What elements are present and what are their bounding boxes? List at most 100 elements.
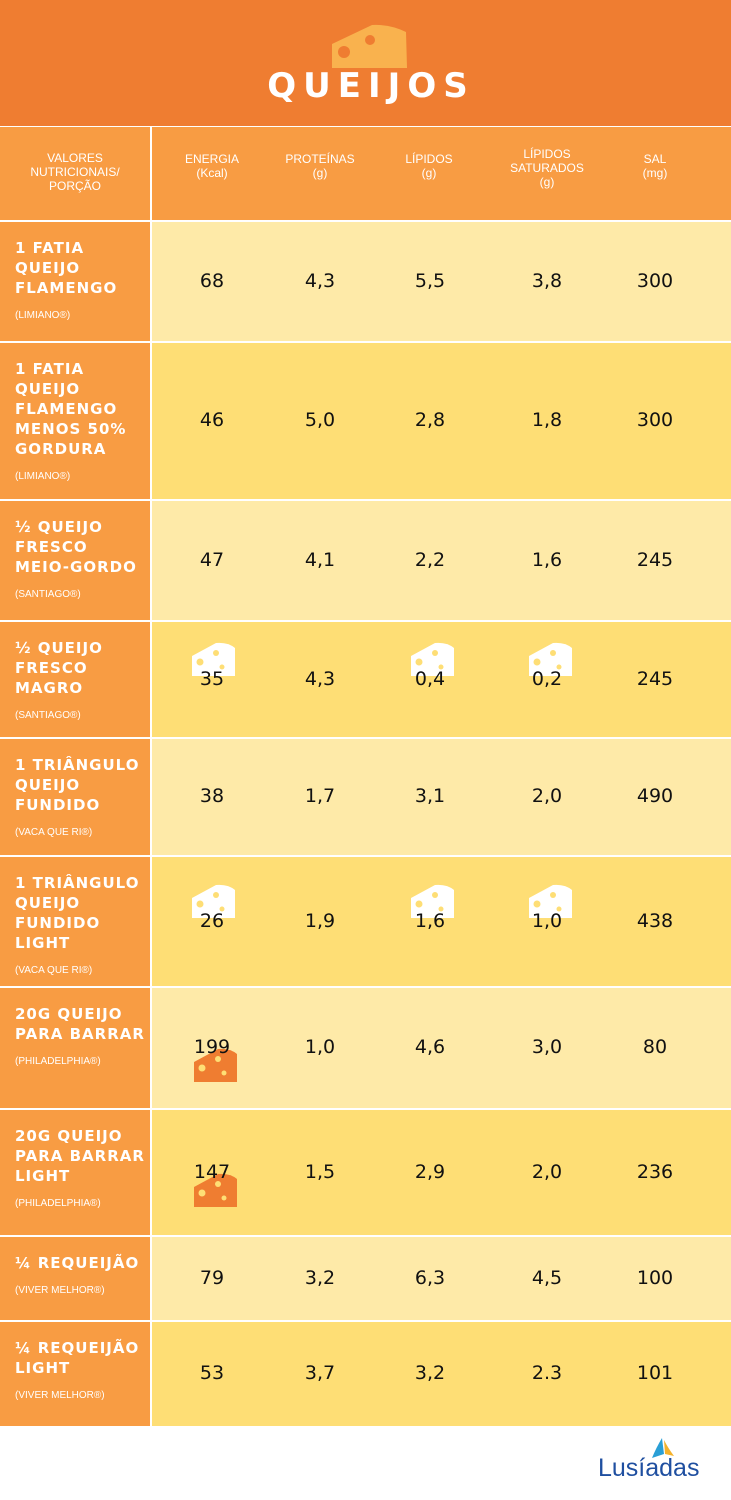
cheese-icon — [190, 640, 236, 683]
column-header-proteinas: PROTEÍNAS (g) — [275, 152, 365, 245]
product-name: ¼ REQUEIJÃO LIGHT (VIVER MELHOR®) — [15, 1338, 145, 1406]
table-row: ½ QUEIJO FRESCO MEIO-GORDO (SANTIAGO®) 47 4… — [0, 501, 731, 620]
nutrient-value: 1,0 — [304, 1036, 336, 1058]
logo-text: Lusíadas — [598, 1454, 700, 1482]
nutrient-value: 4,3 — [304, 667, 336, 690]
nutrient-value: 2,8 — [414, 409, 446, 431]
nutrient-value: 199 — [193, 1036, 231, 1058]
column-header-unit: (g) — [312, 166, 328, 180]
table-row: 1 TRIÂNGULO QUEIJO FUNDIDO LIGHT (VACA QU… — [0, 857, 731, 986]
column-header-unit: (g) — [421, 166, 437, 180]
nutrient-value: 3,2 — [414, 1362, 446, 1384]
nutrient-value: 68 — [199, 269, 225, 292]
nutrient-value: 1,6 — [531, 548, 563, 571]
product-brand: (VIVER MELHOR®) — [15, 1285, 105, 1296]
nutrient-value: 101 — [636, 1362, 674, 1384]
product-brand: (PHILADELPHIA®) — [15, 1198, 101, 1209]
nutrient-value: 3,8 — [531, 269, 563, 292]
product-cell: ¼ REQUEIJÃO LIGHT (VIVER MELHOR®) — [0, 1322, 150, 1426]
product-brand: (VACA QUE RI®) — [15, 965, 93, 976]
nutrient-value: 4,6 — [414, 1036, 446, 1058]
product-name: ½ QUEIJO FRESCO MAGRO (SANTIAGO®) — [15, 638, 145, 726]
column-header-name: PROTEÍNAS — [285, 152, 355, 166]
nutrient-value: 245 — [636, 667, 674, 690]
logo-sail-icon — [652, 1438, 674, 1458]
values-cell-group — [152, 988, 731, 1108]
table-row: 1 FATIA QUEIJO FLAMENGO (LIMIANO®) 68 4,3 5,… — [0, 222, 731, 341]
nutrient-value: 1,9 — [304, 909, 336, 932]
product-cell: ½ QUEIJO FRESCO MEIO-GORDO (SANTIAGO®) — [0, 501, 150, 620]
nutrient-value: 490 — [636, 785, 674, 807]
nutrient-value: 100 — [636, 1266, 674, 1289]
nutrient-value: 4,5 — [531, 1266, 563, 1289]
table-row: ¼ REQUEIJÃO (VIVER MELHOR®) 79 3,2 6,3 4,5 100 — [0, 1237, 731, 1320]
table-header-label-cell: VALORES NUTRICIONAIS/ PORÇÃO — [0, 127, 150, 220]
nutrient-value: 3,7 — [304, 1362, 336, 1384]
nutrient-value: 5,5 — [414, 269, 446, 292]
product-brand: (PHILADELPHIA®) — [15, 1056, 101, 1067]
product-name: 1 TRIÂNGULO QUEIJO FUNDIDO (VACA QUE RI®) — [15, 755, 145, 843]
table-row: ¼ REQUEIJÃO LIGHT (VIVER MELHOR®) 53 3,7 3,2… — [0, 1322, 731, 1426]
nutrient-value: 5,0 — [304, 409, 336, 431]
column-header-sal: SAL (mg) — [610, 152, 700, 245]
nutrient-value: 3,1 — [414, 785, 446, 807]
nutrient-value: 300 — [636, 409, 674, 431]
product-cell: 1 TRIÂNGULO QUEIJO FUNDIDO (VACA QUE RI®) — [0, 739, 150, 855]
table-row: 1 FATIA QUEIJO FLAMENGO MENOS 50% GORDUR… — [0, 343, 731, 499]
nutrient-value: 2,0 — [531, 785, 563, 807]
column-header-name: ENERGIA — [184, 152, 239, 166]
product-name: 20g QUEIJO PARA BARRAR (PHILADELPHIA®) — [15, 1004, 145, 1072]
product-brand: (SANTIAGO®) — [15, 589, 81, 600]
nutrient-value: 4,1 — [304, 548, 336, 571]
cheese-icon — [192, 1046, 238, 1089]
product-cell: ¼ REQUEIJÃO (VIVER MELHOR®) — [0, 1237, 150, 1320]
table-row: ½ QUEIJO FRESCO MAGRO (SANTIAGO®) 35 4,3 0,4… — [0, 622, 731, 737]
header-label-line: VALORES — [47, 151, 103, 165]
nutrient-value: 1,8 — [531, 409, 563, 431]
nutrient-value: 2.3 — [531, 1362, 563, 1384]
values-cell-group — [152, 343, 731, 499]
cheese-icon — [409, 640, 455, 683]
cheese-icon — [332, 24, 407, 68]
nutrient-value: 80 — [642, 1036, 668, 1058]
product-name: 1 FATIA QUEIJO FLAMENGO MENOS 50% GORDUR… — [15, 359, 145, 487]
nutrient-value: 2,9 — [414, 1160, 446, 1183]
nutrient-value: 4,3 — [304, 269, 336, 292]
product-cell: 20g QUEIJO PARA BARRAR LIGHT (PHILADELPHI… — [0, 1110, 150, 1235]
nutrient-value: 1,0 — [531, 909, 563, 932]
values-cell-group — [152, 1322, 731, 1426]
cheese-icon — [527, 640, 573, 683]
column-header-unit: (g) — [539, 175, 555, 189]
nutrient-value: 236 — [636, 1160, 674, 1183]
product-cell: 1 FATIA QUEIJO FLAMENGO MENOS 50% GORDUR… — [0, 343, 150, 499]
nutrient-value: 35 — [199, 667, 225, 690]
header-label-line: NUTRICIONAIS/ — [30, 165, 120, 179]
nutrient-value: 1,7 — [304, 785, 336, 807]
nutrient-value: 79 — [199, 1266, 225, 1289]
page-header: QUEIJOS — [0, 0, 731, 126]
values-cell-group — [152, 1110, 731, 1235]
product-name: 1 TRIÂNGULO QUEIJO FUNDIDO LIGHT (VACA QU… — [15, 873, 145, 981]
table-row: 20g QUEIJO PARA BARRAR (PHILADELPHIA®) 199… — [0, 988, 731, 1108]
product-brand: (LIMIANO®) — [15, 310, 71, 321]
nutrient-value: 0,4 — [414, 667, 446, 690]
product-name: ½ QUEIJO FRESCO MEIO-GORDO (SANTIAGO®) — [15, 517, 145, 605]
product-name: 1 FATIA QUEIJO FLAMENGO (LIMIANO®) — [15, 238, 145, 326]
values-cell-group — [152, 1237, 731, 1320]
nutrient-value: 438 — [636, 909, 674, 932]
nutrient-value: 6,3 — [414, 1266, 446, 1289]
nutrient-value: 0,2 — [531, 667, 563, 690]
nutrient-value: 46 — [199, 409, 225, 431]
column-header-lipidos-saturados: LÍPIDOS SATURADOS (g) — [497, 147, 597, 240]
nutrient-value: 2,0 — [531, 1160, 563, 1183]
nutrient-value: 47 — [199, 548, 225, 571]
nutrient-value: 245 — [636, 548, 674, 571]
product-cell: 1 TRIÂNGULO QUEIJO FUNDIDO LIGHT (VACA QU… — [0, 857, 150, 986]
lusiadas-logo: Lusíadas — [598, 1436, 713, 1486]
page-title: QUEIJOS — [267, 66, 475, 106]
table-header-row: ENERGIA (Kcal) PROTEÍNAS (g) LÍPIDOS (g)… — [152, 127, 731, 220]
column-header-unit: (Kcal) — [196, 166, 228, 180]
table-row: 20g QUEIJO PARA BARRAR LIGHT (PHILADELPHI… — [0, 1110, 731, 1235]
header-label-line: PORÇÃO — [48, 179, 101, 193]
values-cell-group — [152, 739, 731, 855]
